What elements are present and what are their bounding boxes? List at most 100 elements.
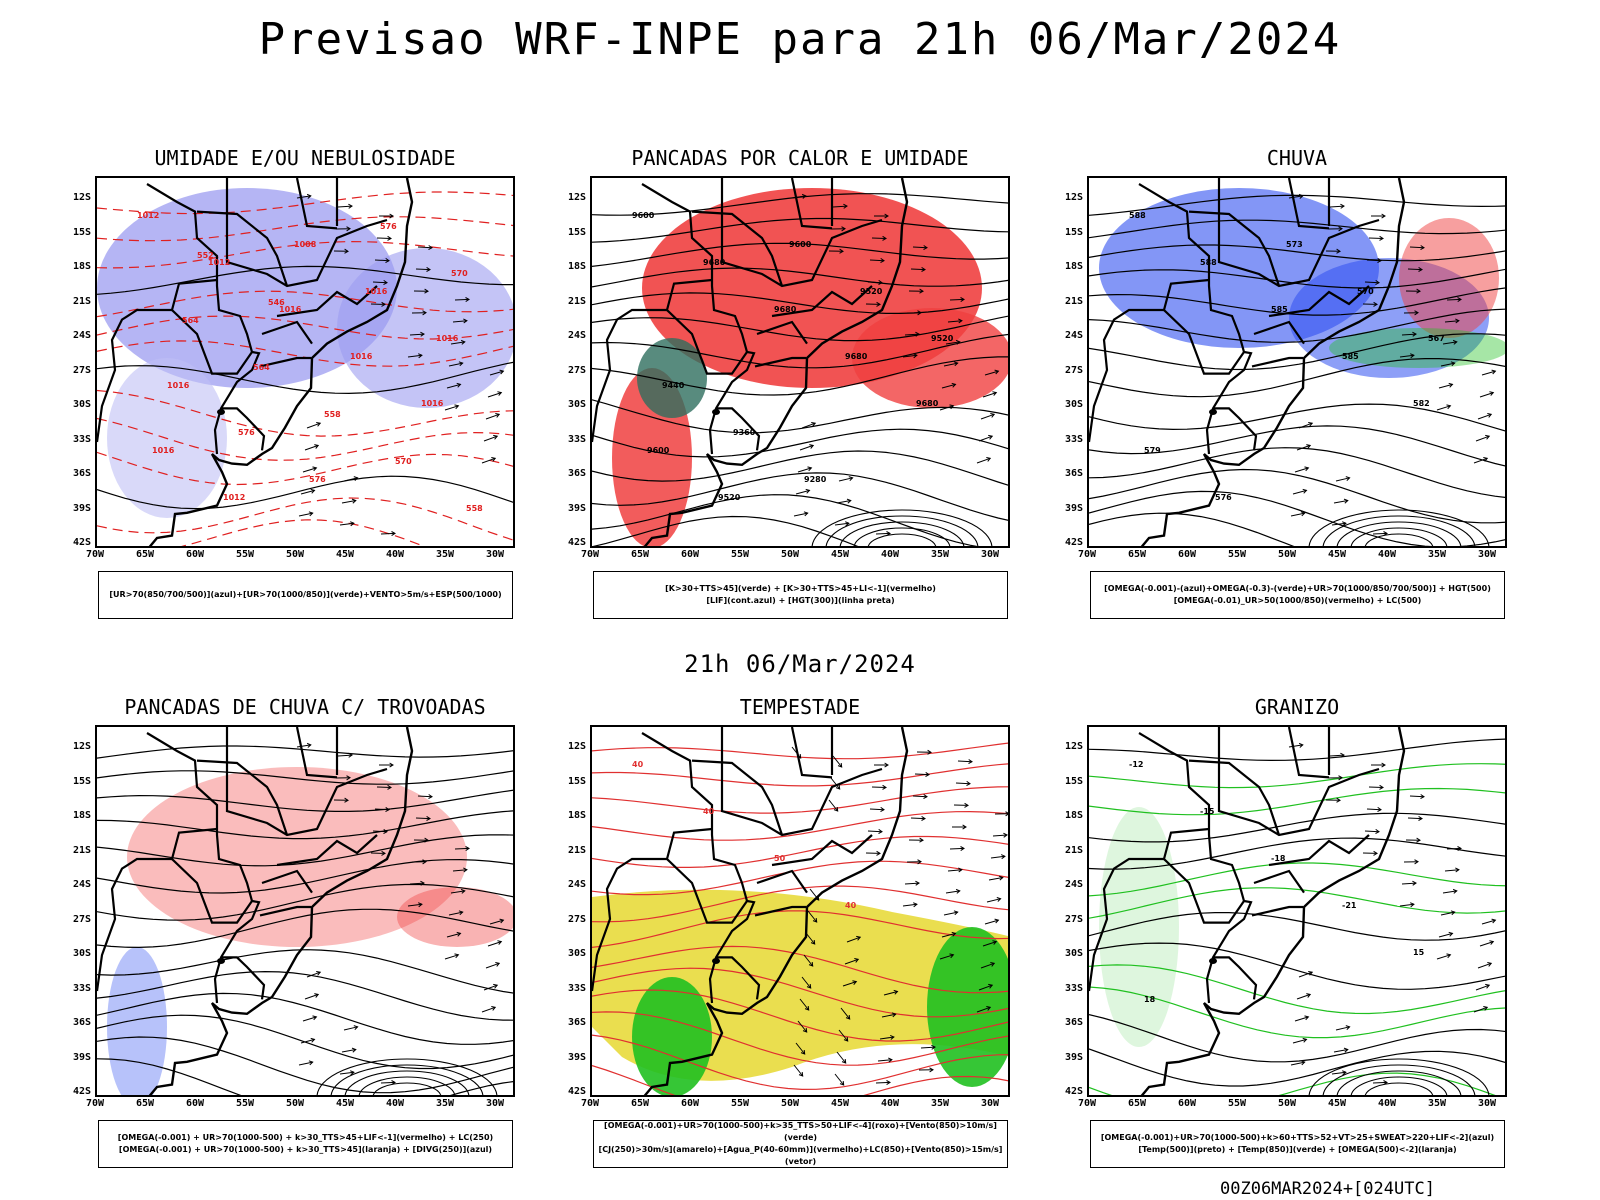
lat-tick-label: 12S	[567, 192, 586, 203]
contour-label: 1012	[137, 211, 159, 220]
contour-label: 40	[845, 901, 857, 910]
contour-label: 9680	[916, 399, 939, 408]
lat-tick-label: 21S	[567, 295, 586, 307]
contour-label: 585	[1271, 305, 1288, 314]
map-canvas: 40 40 50 40	[592, 727, 1008, 1095]
lon-tick-label: 35W	[930, 1098, 950, 1109]
contour-lines	[1089, 738, 1505, 1095]
contour-label: 9600	[632, 211, 655, 220]
panel-title: PANCADAS POR CALOR E UMIDADE	[631, 146, 969, 170]
contour-label: 50	[774, 854, 786, 863]
lon-tick-label: 70W	[1077, 549, 1097, 560]
lat-tick-label: 24S	[72, 879, 91, 890]
lon-tick-label: 35W	[435, 549, 455, 560]
lat-tick-label: 33S	[1064, 982, 1083, 994]
contour-label: 570	[451, 269, 468, 278]
lat-tick-label: 21S	[72, 295, 91, 307]
borders	[97, 727, 414, 1095]
contour-label: 573	[1286, 240, 1303, 249]
lat-tick-label: 18S	[567, 810, 586, 821]
contour-label: 1008	[294, 240, 317, 249]
contour-label: 558	[324, 410, 341, 419]
contour-label: 1012	[208, 258, 230, 267]
contour-label: 567	[1428, 334, 1445, 343]
lat-tick-label: 42S	[567, 1086, 586, 1097]
lat-tick-label: 18S	[72, 810, 91, 821]
lat-tick-label: 24S	[72, 330, 91, 341]
wind-vectors	[296, 193, 505, 537]
lat-tick-label: 30S	[1064, 948, 1083, 959]
lat-tick-label: 15S	[567, 226, 586, 238]
lat-tick-label: 21S	[1064, 844, 1083, 856]
panel-legend: [UR>70(850/700/500)](azul)+[UR>70(1000/8…	[98, 571, 513, 619]
lon-tick-label: 30W	[980, 1098, 1000, 1109]
wind-vectors	[791, 193, 1000, 537]
legend-line: [OMEGA(-0.001)+UR>70(1000-500)+k>35_TTS>…	[604, 1121, 997, 1142]
legend-line: [OMEGA(-0.001) + UR>70(1000-500) + k>30_…	[117, 1133, 494, 1142]
mid-timestamp: 21h 06/Mar/2024	[684, 650, 916, 678]
lon-tick-label: 55W	[235, 1098, 255, 1109]
contour-label: 570	[395, 457, 412, 466]
lat-tick-label: 39S	[1064, 1051, 1083, 1063]
lon-tick-label: 35W	[1427, 549, 1447, 560]
lon-tick-label: 55W	[1227, 549, 1247, 560]
lon-tick-label: 70W	[85, 1098, 105, 1109]
lat-tick-label: 33S	[567, 982, 586, 994]
lon-tick-label: 40W	[1377, 1098, 1397, 1109]
lat-tick-label: 33S	[1064, 433, 1083, 445]
lat-tick-label: 36S	[1064, 1017, 1083, 1028]
contour-label: 588	[1129, 211, 1146, 220]
lon-tick-label: 60W	[1177, 1098, 1197, 1109]
contour-label: 40	[703, 807, 715, 816]
lon-tick-label: 45W	[335, 1098, 355, 1109]
legend-line: [OMEGA(-0.001) + UR>70(1000-500) + k>30_…	[118, 1145, 493, 1154]
contour-label: 1016	[167, 381, 190, 390]
lat-tick-label: 36S	[1064, 468, 1083, 479]
contour-label: 576	[238, 428, 255, 437]
contour-label: 576	[380, 222, 397, 231]
lat-tick-label: 12S	[72, 192, 91, 203]
lat-tick-label: 42S	[1064, 1086, 1083, 1097]
contour-label: 552	[197, 251, 214, 260]
contour-label: 582	[1413, 399, 1430, 408]
wind-vectors	[1288, 742, 1497, 1086]
lon-tick-label: 60W	[1177, 549, 1197, 560]
lon-tick-label: 30W	[485, 1098, 505, 1109]
panel-legend: [K>30+TTS>45](verde) + [K>30+TTS>45+LI<-…	[593, 571, 1008, 619]
lat-tick-label: 36S	[72, 468, 91, 479]
lat-tick-label: 42S	[72, 1086, 91, 1097]
lon-tick-label: 30W	[1477, 1098, 1497, 1109]
lat-tick-label: 12S	[72, 741, 91, 752]
lon-tick-label: 70W	[580, 549, 600, 560]
lon-tick-label: 35W	[930, 549, 950, 560]
map-canvas: -12 -15 -18 -21 15 18	[1089, 727, 1505, 1095]
contour-label: 9600	[647, 446, 670, 455]
borders	[592, 178, 909, 546]
lon-tick-label: 55W	[730, 1098, 750, 1109]
lat-tick-label: 36S	[567, 1017, 586, 1028]
contour-label: 564	[182, 316, 199, 325]
lon-tick-label: 40W	[880, 1098, 900, 1109]
lat-tick-label: 30S	[72, 948, 91, 959]
page-title: Previsao WRF-INPE para 21h 06/Mar/2024	[258, 14, 1342, 65]
lon-tick-label: 70W	[1077, 1098, 1097, 1109]
wind-vectors	[1288, 193, 1497, 537]
lon-tick-label: 60W	[185, 1098, 205, 1109]
lon-tick-label: 35W	[435, 1098, 455, 1109]
map-frame: 588 588 585 585 582 579 576 573 570 567	[1087, 176, 1507, 548]
lat-tick-label: 18S	[567, 261, 586, 272]
panel-legend: [OMEGA(-0.001)+UR>70(1000-500)+k>60+TTS>…	[1090, 1120, 1505, 1168]
lon-tick-label: 40W	[1377, 549, 1397, 560]
panel-title: PANCADAS DE CHUVA C/ TROVOADAS	[124, 695, 486, 719]
lat-tick-label: 39S	[1064, 502, 1083, 514]
lat-tick-label: 33S	[567, 433, 586, 445]
lat-tick-label: 42S	[1064, 537, 1083, 548]
panel-legend: [OMEGA(-0.001)-(azul)+OMEGA(-0.3)-(verde…	[1090, 571, 1505, 619]
contour-label: 9520	[860, 287, 883, 296]
lat-tick-label: 27S	[567, 364, 586, 376]
lat-tick-label: 15S	[1064, 775, 1083, 787]
contour-label: 9280	[804, 475, 827, 484]
lat-tick-label: 30S	[567, 399, 586, 410]
contour-lines	[592, 742, 1008, 1095]
contour-label: 546	[268, 298, 285, 307]
